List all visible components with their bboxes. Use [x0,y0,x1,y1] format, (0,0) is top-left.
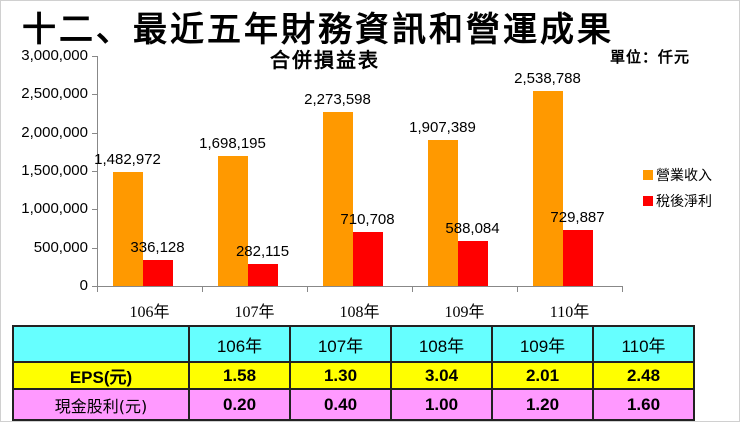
y-tick-label: 2,500,000 [21,85,88,103]
x-tick-mark [517,286,518,292]
x-tick-mark [412,286,413,292]
net-income-bar [352,231,383,286]
data-label: 282,115 [235,243,290,261]
revenue-bar [427,139,458,286]
x-tick-mark [622,286,623,292]
net-income-bar [457,240,488,286]
x-axis [97,286,622,287]
y-tick-mark [92,247,97,249]
y-tick-label: 0 [79,277,88,294]
x-tick-label: 110年 [549,304,590,321]
y-tick-mark [92,286,97,287]
y-tick-label: 2,000,000 [21,123,88,141]
table-row-eps: EPS(元) 1.58 1.30 3.04 2.01 2.48 [12,361,695,390]
table-header-cell: 108年 [390,325,493,363]
legend-label: 稅後淨利 [656,194,712,210]
unit-label: 單位：仟元 [610,48,691,66]
revenue-bar [217,155,248,286]
y-tick-mark [92,94,97,96]
y-tick-label: 1,500,000 [21,162,88,179]
page-title: 十二、最近五年財務資訊和營運成果 [22,10,614,50]
x-tick-label: 109年 [444,304,485,321]
chart-legend: 營業收入 稅後淨利 [643,162,712,214]
net-income-bar [247,264,278,286]
data-label: 1,482,972 [94,151,161,169]
table-cell: 1.60 [592,388,695,421]
x-tick-mark [202,286,203,292]
table-cell: 0.20 [188,388,291,421]
net-income-swatch-icon [643,196,653,206]
x-tick-mark [97,286,98,292]
revenue-swatch-icon [643,170,653,180]
x-tick-label: 107年 [234,304,275,321]
y-tick-label: 3,000,000 [21,47,88,64]
legend-item-revenue: 營業收入 [643,162,712,188]
row-label: 現金股利(元) [12,388,190,421]
table-header-cell: 107年 [289,325,392,363]
data-label: 1,907,389 [409,118,476,136]
table-cell: 1.58 [188,361,291,390]
table-cell: 1.30 [289,361,392,390]
table-cell: 2.48 [592,361,695,390]
eps-dividend-table: 106年 107年 108年 109年 110年 EPS(元) 1.58 1.3… [12,325,695,421]
table-row-cash-dividend: 現金股利(元) 0.20 0.40 1.00 1.20 1.60 [12,388,695,421]
table-cell: 1.00 [390,388,493,421]
y-axis [97,56,98,287]
x-tick-label: 108年 [339,304,380,321]
data-label: 1,698,195 [199,134,266,152]
table-cell: 2.01 [491,361,594,390]
revenue-bar [112,172,143,286]
revenue-bar [322,111,353,286]
data-label: 2,273,598 [304,90,371,108]
y-tick-label: 500,000 [33,238,88,256]
y-tick-mark [92,209,97,211]
data-label: 588,084 [445,219,500,237]
table-cell: 0.40 [289,388,392,421]
table-header-row: 106年 107年 108年 109年 110年 [12,325,695,363]
row-label: EPS(元) [12,361,190,390]
data-label: 336,128 [130,239,185,257]
legend-label: 營業收入 [656,168,712,184]
table-header-cell [12,325,190,363]
table-cell: 1.20 [491,388,594,421]
y-tick-mark [92,171,97,172]
data-label: 710,708 [340,210,395,228]
x-tick-label: 106年 [129,304,170,321]
data-label: 2,538,788 [514,70,581,88]
y-tick-mark [92,132,97,134]
legend-item-net-income: 稅後淨利 [643,188,712,214]
net-income-bar [562,230,593,286]
table-header-cell: 106年 [188,325,291,363]
chart-title: 合併損益表 [270,48,380,72]
table-header-cell: 109年 [491,325,594,363]
x-tick-mark [307,286,308,292]
table-cell: 3.04 [390,361,493,390]
data-label: 729,887 [550,209,605,227]
revenue-bar [532,91,563,286]
y-tick-label: 1,000,000 [21,200,88,218]
net-income-bar [142,260,173,286]
table-header-cell: 110年 [592,325,695,363]
y-tick-mark [92,56,97,57]
